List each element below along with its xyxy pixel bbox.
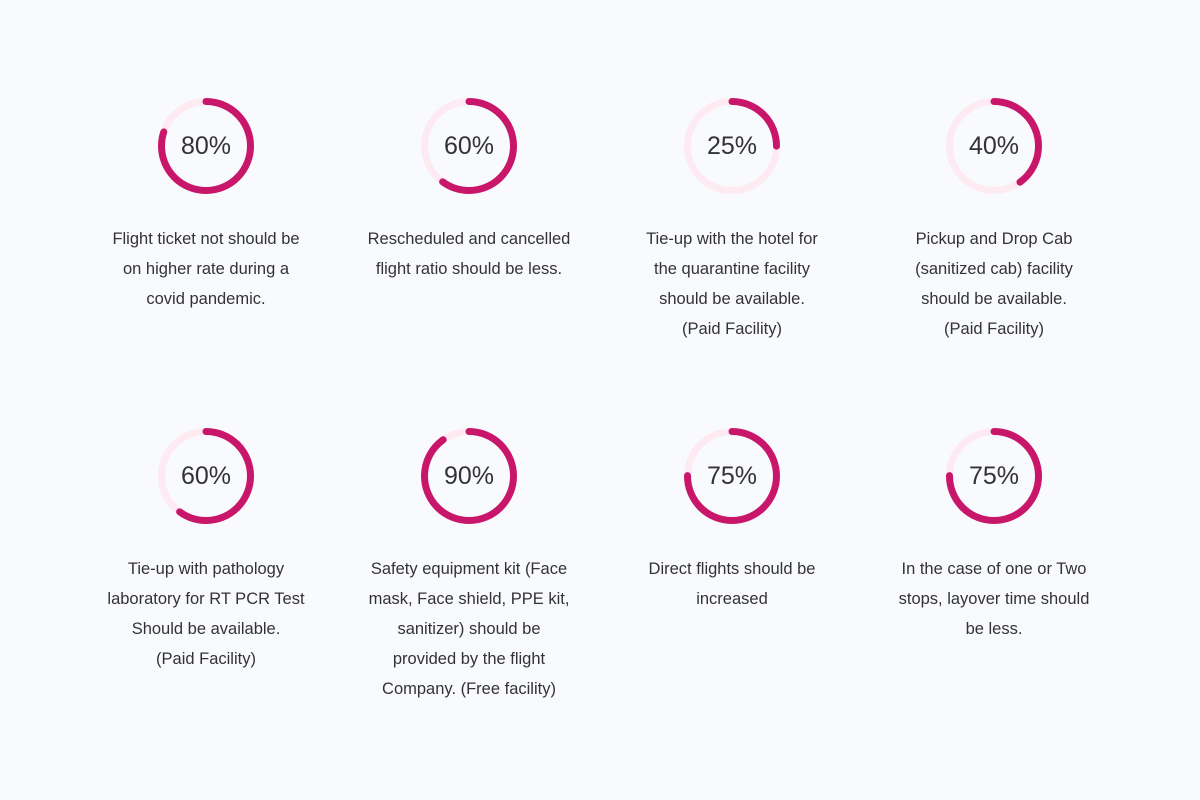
gauge-card: 60% Rescheduled and cancelled flight ratio… <box>349 94 589 284</box>
progress-ring: 60% <box>417 94 521 198</box>
description-line: on higher rate during a <box>122 260 290 278</box>
description-line: Direct flights should be <box>648 560 816 578</box>
description-line: should be available. <box>921 290 1067 308</box>
description-line: Should be available. <box>131 620 281 638</box>
progress-ring-svg <box>421 428 517 524</box>
description-line: Tie-up with the hotel for <box>646 230 818 248</box>
description-line: Pickup and Drop Cab <box>915 230 1073 248</box>
progress-ring-svg <box>684 428 780 524</box>
description-line: sanitizer) should be <box>397 620 541 638</box>
gauge-card: 80% Flight ticket not should be on higher … <box>86 94 326 314</box>
description-line: stops, layover time should <box>898 590 1090 608</box>
progress-ring-svg <box>946 98 1042 194</box>
progress-ring: 80% <box>154 94 258 198</box>
description-line: Flight ticket not should be <box>112 230 300 248</box>
description-line: (Paid Facility) <box>682 320 782 338</box>
description-line: Tie-up with pathology <box>127 560 285 578</box>
gauge-card: 75% Direct flights should be increased <box>612 424 852 614</box>
progress-ring-svg <box>158 428 254 524</box>
percentage-value: 60% <box>443 132 495 160</box>
progress-ring: 40% <box>942 94 1046 198</box>
description-line: be less. <box>965 620 1023 638</box>
description-line: (Paid Facility) <box>156 650 256 668</box>
progress-ring: 90% <box>417 424 521 528</box>
gauge-description: Flight ticket not should be on higher rat… <box>86 224 326 314</box>
description-line: Company. (Free facility) <box>382 680 556 698</box>
progress-ring-svg <box>421 98 517 194</box>
progress-arc <box>684 428 780 524</box>
progress-ring: 75% <box>942 424 1046 528</box>
progress-arc <box>158 98 254 194</box>
progress-arc <box>421 98 517 194</box>
description-line: (sanitized cab) facility <box>915 260 1073 278</box>
gauge-card: 25% Tie-up with the hotel for the quaranti… <box>612 94 852 344</box>
description-line: covid pandemic. <box>146 290 266 308</box>
percentage-value: 80% <box>180 132 232 160</box>
progress-ring: 60% <box>154 424 258 528</box>
progress-arc <box>684 98 780 194</box>
progress-arc <box>946 98 1042 194</box>
progress-arc <box>946 428 1042 524</box>
percentage-value: 60% <box>180 462 232 490</box>
gauge-description: Tie-up with the hotel for the quarantine … <box>612 224 852 344</box>
description-line: should be available. <box>659 290 805 308</box>
description-line: Rescheduled and cancelled <box>367 230 571 248</box>
gauge-description: Tie-up with pathology laboratory for RT P… <box>86 554 326 674</box>
percentage-value: 25% <box>706 132 758 160</box>
gauge-card: 40% Pickup and Drop Cab (sanitized cab) fa… <box>874 94 1114 344</box>
gauge-card: 60% Tie-up with pathology laboratory for R… <box>86 424 326 674</box>
description-line: In the case of one or Two <box>901 560 1087 578</box>
gauge-card: 75% In the case of one or Two stops, layov… <box>874 424 1114 644</box>
gauge-description: Safety equipment kit (Face mask, Face shi… <box>349 554 589 704</box>
percentage-value: 75% <box>968 462 1020 490</box>
description-line: provided by the flight <box>392 650 546 668</box>
description-line: increased <box>696 590 768 608</box>
progress-ring: 25% <box>680 94 784 198</box>
description-line: Safety equipment kit (Face <box>370 560 568 578</box>
description-line: mask, Face shield, PPE kit, <box>368 590 570 608</box>
gauge-description: Rescheduled and cancelled flight ratio sh… <box>349 224 589 284</box>
description-line: the quarantine facility <box>654 260 810 278</box>
progress-ring-svg <box>684 98 780 194</box>
gauge-card: 90% Safety equipment kit (Face mask, Face … <box>349 424 589 704</box>
progress-arc <box>158 428 254 524</box>
gauge-description: Pickup and Drop Cab (sanitized cab) facil… <box>874 224 1114 344</box>
percentage-value: 40% <box>968 132 1020 160</box>
description-line: laboratory for RT PCR Test <box>107 590 305 608</box>
gauge-description: Direct flights should be increased <box>612 554 852 614</box>
description-line: flight ratio should be less. <box>375 260 563 278</box>
gauge-description: In the case of one or Two stops, layover … <box>874 554 1114 644</box>
percentage-value: 90% <box>443 462 495 490</box>
description-line: (Paid Facility) <box>944 320 1044 338</box>
progress-ring: 75% <box>680 424 784 528</box>
progress-arc <box>421 428 517 524</box>
percentage-value: 75% <box>706 462 758 490</box>
progress-ring-svg <box>946 428 1042 524</box>
progress-ring-svg <box>158 98 254 194</box>
